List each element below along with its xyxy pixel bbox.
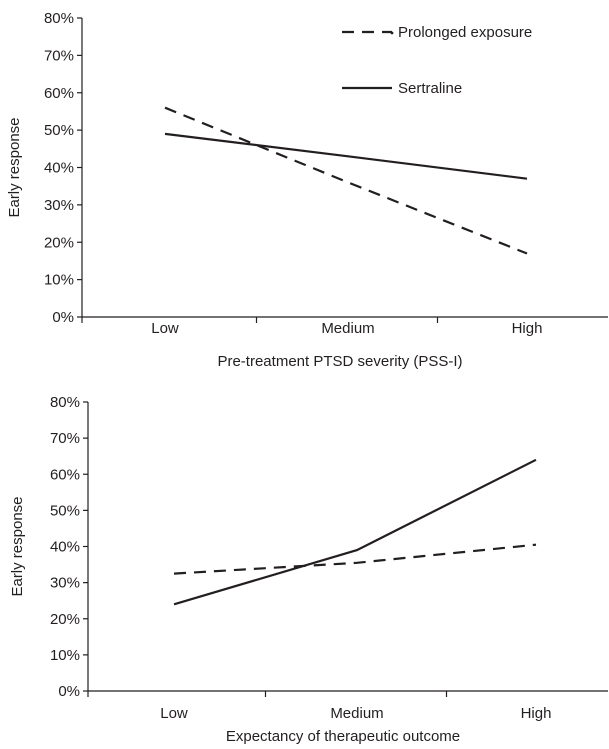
chart-top-y-tick-label: 0% — [52, 309, 74, 326]
chart-bottom-series-sertraline — [173, 458, 537, 606]
chart-bottom-x-axis-title: Expectancy of therapeutic outcome — [226, 728, 460, 745]
chart-top-x-tick-label: High — [512, 320, 543, 337]
chart-top-y-tick-label: 30% — [44, 197, 74, 214]
chart-bottom-y-tick-label: 20% — [50, 611, 80, 628]
chart-bottom-x-tick-label: High — [521, 705, 552, 722]
chart-bottom-y-tick-label: 0% — [58, 683, 80, 700]
chart-bottom-y-tick-label: 30% — [50, 575, 80, 592]
chart-bottom-x-tick-label: Medium — [330, 705, 383, 722]
chart-top-y-tick-label: 40% — [44, 160, 74, 177]
chart-bottom-y-tick-label: 60% — [50, 466, 80, 483]
chart-top-y-tick-label: 50% — [44, 122, 74, 139]
chart-top-y-tick-label: 20% — [44, 234, 74, 251]
chart-top: 0% 10% 20% 30% 40% 50% 60% 70% 80% Low Medium High P… — [6, 10, 608, 370]
chart-top-x-axis-title: Pre-treatment PTSD severity (PSS-I) — [217, 353, 462, 370]
chart-top-series-prolonged-exposure — [164, 106, 528, 255]
chart-bottom-y-tick-label: 50% — [50, 502, 80, 519]
chart-top-y-tick-label: 60% — [44, 85, 74, 102]
chart-top-y-tick-label: 10% — [44, 272, 74, 289]
chart-top-y-tick-label: 80% — [44, 10, 74, 27]
legend-label-sertraline: Sertraline — [398, 80, 462, 97]
chart-bottom-y-tick-label: 80% — [50, 394, 80, 411]
chart-top-x-tick-label: Medium — [321, 320, 374, 337]
chart-bottom-y-tick-label: 70% — [50, 430, 80, 447]
chart-top-series-sertraline — [164, 132, 528, 180]
legend-label-prolonged-exposure: Prolonged exposure — [398, 24, 532, 41]
chart-bottom-y-axis-title: Early response — [9, 496, 26, 596]
chart-bottom-x-tick-label: Low — [160, 705, 188, 722]
chart-top-y-axis-title: Early response — [6, 117, 23, 217]
chart-bottom-y-tick-label: 40% — [50, 539, 80, 556]
chart-bottom-series-prolonged-exposure — [173, 543, 537, 575]
chart-top-x-tick-label: Low — [151, 320, 179, 337]
chart-top-y-tick-label: 70% — [44, 47, 74, 64]
chart-bottom: 0% 10% 20% 30% 40% 50% 60% 70% 80% Low Medium High E… — [9, 394, 608, 745]
legend-dot-prolonged-exposure — [390, 31, 394, 35]
chart-bottom-y-tick-label: 10% — [50, 647, 80, 664]
